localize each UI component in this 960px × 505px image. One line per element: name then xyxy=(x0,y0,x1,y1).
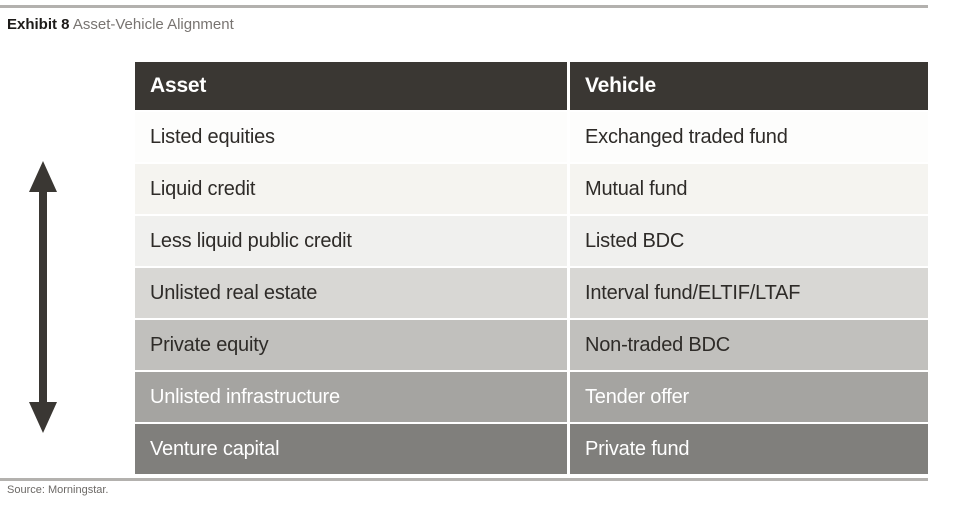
bottom-rule xyxy=(0,478,928,481)
exhibit-label: Exhibit 8 xyxy=(7,16,70,33)
vehicle-cell: Tender offer xyxy=(570,372,928,422)
liquidity-spectrum-arrow-icon xyxy=(27,161,59,433)
asset-cell: Listed equities xyxy=(135,112,567,162)
vehicle-cell: Exchanged traded fund xyxy=(570,112,928,162)
column-header-vehicle: Vehicle xyxy=(570,62,928,110)
asset-cell: Private equity xyxy=(135,320,567,370)
vehicle-cell: Mutual fund xyxy=(570,164,928,214)
vehicle-cell: Interval fund/ELTIF/LTAF xyxy=(570,268,928,318)
asset-cell: Unlisted infrastructure xyxy=(135,372,567,422)
source-note: Source: Morningstar. xyxy=(7,484,109,496)
table-row: Liquid credit Mutual fund xyxy=(135,164,928,214)
table-row: Less liquid public credit Listed BDC xyxy=(135,216,928,266)
exhibit-title-text: Asset-Vehicle Alignment xyxy=(72,16,234,33)
table-row: Unlisted infrastructure Tender offer xyxy=(135,372,928,422)
top-rule xyxy=(0,5,928,8)
exhibit-title: Exhibit 8 Asset-Vehicle Alignment xyxy=(7,16,234,33)
table-header-row: Asset Vehicle xyxy=(135,62,928,110)
vehicle-cell: Listed BDC xyxy=(570,216,928,266)
table-row: Private equity Non-traded BDC xyxy=(135,320,928,370)
asset-cell: Unlisted real estate xyxy=(135,268,567,318)
asset-vehicle-table: Asset Vehicle Listed equities Exchanged … xyxy=(135,62,928,476)
column-header-asset: Asset xyxy=(135,62,567,110)
vehicle-cell: Non-traded BDC xyxy=(570,320,928,370)
vehicle-cell: Private fund xyxy=(570,424,928,474)
asset-cell: Less liquid public credit xyxy=(135,216,567,266)
table-row: Listed equities Exchanged traded fund xyxy=(135,112,928,162)
asset-cell: Venture capital xyxy=(135,424,567,474)
asset-cell: Liquid credit xyxy=(135,164,567,214)
table-row: Venture capital Private fund xyxy=(135,424,928,474)
table-row: Unlisted real estate Interval fund/ELTIF… xyxy=(135,268,928,318)
